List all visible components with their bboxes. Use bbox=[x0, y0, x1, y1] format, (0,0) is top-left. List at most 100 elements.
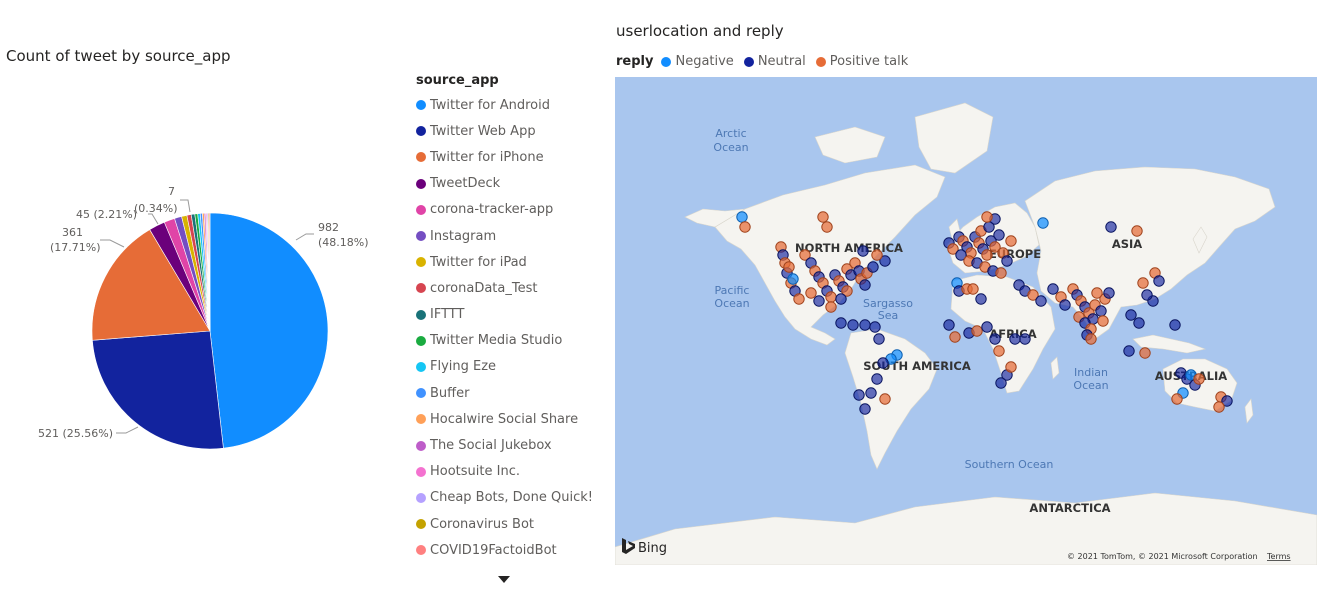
map-data-point[interactable] bbox=[859, 319, 871, 331]
map-data-point[interactable] bbox=[1095, 305, 1107, 317]
map-data-point[interactable] bbox=[1137, 277, 1149, 289]
map-data-point[interactable] bbox=[1009, 333, 1021, 345]
map-data-point[interactable] bbox=[825, 301, 837, 313]
map-data-point[interactable] bbox=[813, 295, 825, 307]
map-data-point[interactable] bbox=[825, 291, 837, 303]
map-data-point[interactable] bbox=[1123, 345, 1135, 357]
legend-item[interactable]: Twitter Media Studio bbox=[416, 328, 606, 354]
map-data-point[interactable] bbox=[787, 273, 799, 285]
legend-item[interactable]: Buffer bbox=[416, 380, 606, 406]
map-data-point[interactable] bbox=[989, 333, 1001, 345]
map-data-point[interactable] bbox=[1047, 283, 1059, 295]
map-data-point[interactable] bbox=[1027, 289, 1039, 301]
legend-item[interactable]: IFTTT bbox=[416, 302, 606, 328]
map-data-point[interactable] bbox=[1125, 309, 1137, 321]
legend-item-positive[interactable]: Positive talk bbox=[815, 54, 908, 69]
map-data-point[interactable] bbox=[1171, 393, 1183, 405]
legend-item[interactable]: Twitter for Android bbox=[416, 92, 606, 118]
map-data-point[interactable] bbox=[943, 319, 955, 331]
pie-slice-twitter-for-iphone[interactable] bbox=[91, 229, 211, 341]
map-data-point[interactable] bbox=[1153, 275, 1165, 287]
map-data-point[interactable] bbox=[873, 333, 885, 345]
map-data-point[interactable] bbox=[993, 345, 1005, 357]
map-data-point[interactable] bbox=[835, 317, 847, 329]
map-data-point[interactable] bbox=[1037, 217, 1049, 229]
legend-item[interactable]: corona-tracker-app bbox=[416, 197, 606, 223]
legend-item[interactable]: Cheap Bots, Done Quick! bbox=[416, 485, 606, 511]
legend-item[interactable]: Flying Eze bbox=[416, 354, 606, 380]
map-data-point[interactable] bbox=[1105, 221, 1117, 233]
terms-link[interactable]: Terms bbox=[1266, 552, 1291, 561]
map-data-point[interactable] bbox=[871, 249, 883, 261]
map-data-point[interactable] bbox=[981, 321, 993, 333]
legend-item-neutral[interactable]: Neutral bbox=[743, 54, 806, 69]
map-data-point[interactable] bbox=[989, 241, 1001, 253]
legend-item[interactable]: Twitter for iPhone bbox=[416, 144, 606, 170]
map-data-point[interactable] bbox=[1035, 295, 1047, 307]
legend-item[interactable]: Twitter Web App bbox=[416, 118, 606, 144]
legend-item[interactable]: Instagram bbox=[416, 223, 606, 249]
map-data-point[interactable] bbox=[835, 293, 847, 305]
map-data-point[interactable] bbox=[865, 387, 877, 399]
map-data-point[interactable] bbox=[1169, 319, 1181, 331]
map-data-point[interactable] bbox=[1213, 401, 1225, 413]
legend-item[interactable]: TweetDeck bbox=[416, 171, 606, 197]
map-data-point[interactable] bbox=[736, 211, 748, 223]
map-data-point[interactable] bbox=[799, 249, 811, 261]
map-data-point[interactable] bbox=[1019, 333, 1031, 345]
map-data-point[interactable] bbox=[981, 249, 993, 261]
map-data-point[interactable] bbox=[1091, 287, 1103, 299]
map-data-point[interactable] bbox=[841, 285, 853, 297]
map-data-point[interactable] bbox=[971, 325, 983, 337]
map-data-point[interactable] bbox=[867, 261, 879, 273]
pie-slice-twitter-web-app[interactable] bbox=[92, 330, 224, 450]
map-data-point[interactable] bbox=[821, 221, 833, 233]
map-data-point[interactable] bbox=[847, 319, 859, 331]
pie-slice-covid19factoidbot[interactable] bbox=[208, 212, 211, 332]
map-data-point[interactable] bbox=[975, 293, 987, 305]
map-data-point[interactable] bbox=[1097, 315, 1109, 327]
legend-item-negative[interactable]: Negative bbox=[661, 54, 734, 69]
map-data-point[interactable] bbox=[967, 283, 979, 295]
map-data-point[interactable] bbox=[871, 373, 883, 385]
map-data-point[interactable] bbox=[981, 211, 993, 223]
map-data-point[interactable] bbox=[859, 279, 871, 291]
legend-item[interactable]: The Social Jukebox bbox=[416, 432, 606, 458]
map-data-point[interactable] bbox=[739, 221, 751, 233]
map-data-point[interactable] bbox=[879, 393, 891, 405]
map-data-point[interactable] bbox=[1141, 289, 1153, 301]
map-data-point[interactable] bbox=[993, 229, 1005, 241]
map-data-point[interactable] bbox=[947, 243, 959, 255]
map-data-point[interactable] bbox=[805, 287, 817, 299]
map-data-point[interactable] bbox=[783, 261, 795, 273]
map-data-point[interactable] bbox=[877, 357, 889, 369]
legend-item[interactable]: COVID19FactoidBot bbox=[416, 537, 606, 563]
map-data-point[interactable] bbox=[1193, 373, 1205, 385]
map-data-point[interactable] bbox=[1221, 395, 1233, 407]
legend-item[interactable]: Twitter for iPad bbox=[416, 249, 606, 275]
map-data-point[interactable] bbox=[793, 293, 805, 305]
legend-item[interactable]: Hocalwire Social Share bbox=[416, 406, 606, 432]
map-data-point[interactable] bbox=[1059, 299, 1071, 311]
map-data-point[interactable] bbox=[817, 211, 829, 223]
chevron-down-icon[interactable] bbox=[498, 576, 510, 583]
legend-item[interactable]: coronaData_Test bbox=[416, 275, 606, 301]
map-data-point[interactable] bbox=[1005, 361, 1017, 373]
legend-item[interactable]: Hootsuite Inc. bbox=[416, 459, 606, 485]
map-data-point[interactable] bbox=[853, 389, 865, 401]
map-data-point[interactable] bbox=[1005, 235, 1017, 247]
map-data-point[interactable] bbox=[857, 245, 869, 257]
map-data-point[interactable] bbox=[995, 377, 1007, 389]
map-data-point[interactable] bbox=[1001, 255, 1013, 267]
map-data-point[interactable] bbox=[949, 331, 961, 343]
map-data-point[interactable] bbox=[955, 249, 967, 261]
map-data-point[interactable] bbox=[1085, 333, 1097, 345]
map-data-point[interactable] bbox=[995, 267, 1007, 279]
pie-slice-twitter-for-android[interactable] bbox=[209, 212, 329, 449]
map-data-point[interactable] bbox=[1133, 317, 1145, 329]
map-data-point[interactable] bbox=[1103, 287, 1115, 299]
world-map[interactable]: Arctic Ocean Pacific Ocean Sargasso Sea … bbox=[615, 77, 1317, 565]
legend-item[interactable]: Coronavirus Bot bbox=[416, 511, 606, 537]
map-data-point[interactable] bbox=[1139, 347, 1151, 359]
map-data-point[interactable] bbox=[859, 403, 871, 415]
